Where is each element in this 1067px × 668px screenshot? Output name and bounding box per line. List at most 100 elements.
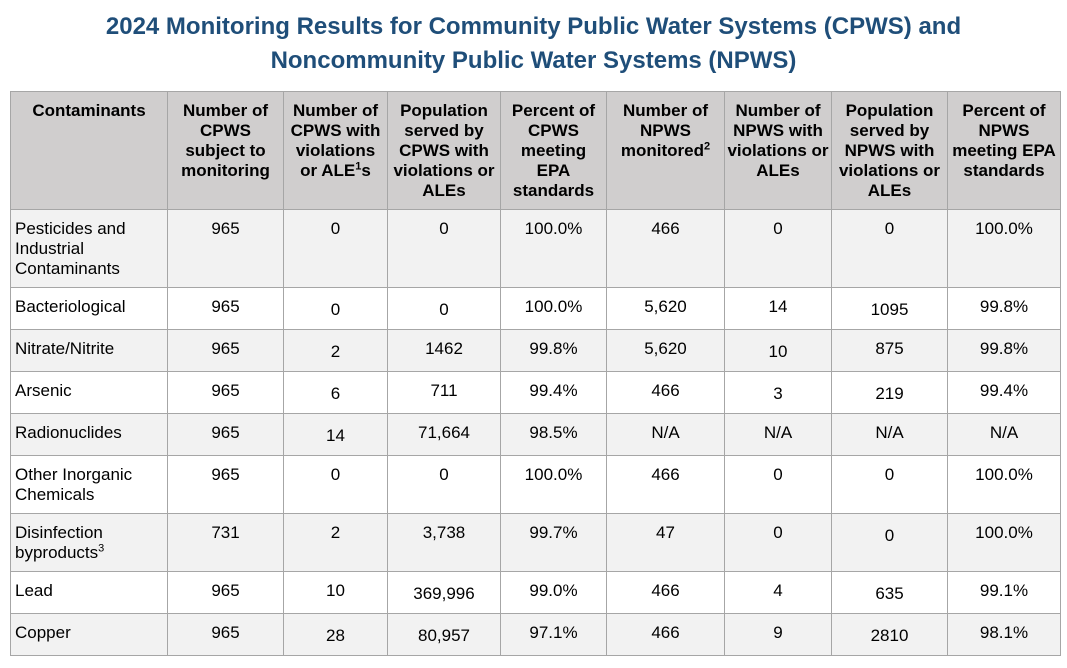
cell-c5: 5,620 bbox=[606, 329, 725, 372]
contaminant-name: Arsenic bbox=[10, 371, 168, 414]
cell-c8: 100.0% bbox=[947, 513, 1061, 572]
cell-c5: 466 bbox=[606, 613, 725, 656]
cell-c8: 99.4% bbox=[947, 371, 1061, 414]
cell-c2: 0 bbox=[283, 287, 388, 330]
cell-c6: 3 bbox=[724, 371, 832, 414]
cell-c7: 1095 bbox=[831, 287, 948, 330]
footnote-1-marker: 1 bbox=[355, 160, 362, 173]
header-cpws-violations: Number of CPWS with violations or ALE1s bbox=[283, 91, 388, 210]
cell-c7: 0 bbox=[831, 455, 948, 514]
table-row: Copper 965 28 80,957 97.1% 466 9 2810 98.1% bbox=[10, 613, 1061, 656]
table-row: Bacteriological 965 0 0 100.0% 5,620 14 1095 99.… bbox=[10, 287, 1061, 330]
cell-c1: 965 bbox=[167, 371, 284, 414]
cell-c7: 635 bbox=[831, 571, 948, 614]
header-cpws-percent: Percent of CPWS meeting EPA standards bbox=[500, 91, 607, 210]
cell-c7: 219 bbox=[831, 371, 948, 414]
cell-c4: 99.4% bbox=[500, 371, 607, 414]
cell-c3: 71,664 bbox=[387, 413, 501, 456]
cell-c3: 0 bbox=[387, 209, 501, 288]
cell-c1: 965 bbox=[167, 413, 284, 456]
cell-c4: 98.5% bbox=[500, 413, 607, 456]
header-npws-population: Population served by NPWS with violation… bbox=[831, 91, 948, 210]
header-npws-monitored: Number of NPWS monitored2 bbox=[606, 91, 725, 210]
cell-c2: 10 bbox=[283, 571, 388, 614]
contaminant-name: Bacteriological bbox=[10, 287, 168, 330]
cell-c2: 2 bbox=[283, 513, 388, 572]
cell-c6: 0 bbox=[724, 209, 832, 288]
cell-c1: 965 bbox=[167, 613, 284, 656]
cell-c8: 99.1% bbox=[947, 571, 1061, 614]
cell-c1: 731 bbox=[167, 513, 284, 572]
cell-c4: 97.1% bbox=[500, 613, 607, 656]
header-npws-percent: Percent of NPWS meeting EPA standards bbox=[947, 91, 1061, 210]
cell-c8: 99.8% bbox=[947, 287, 1061, 330]
monitoring-results-table: Contaminants Number of CPWS subject to m… bbox=[10, 91, 1061, 656]
cell-c3: 0 bbox=[387, 455, 501, 514]
contaminant-name: Other Inorganic Chemicals bbox=[10, 455, 168, 514]
cell-c1: 965 bbox=[167, 287, 284, 330]
contaminant-name: Disinfection byproducts3 bbox=[10, 513, 168, 572]
cell-c6: 0 bbox=[724, 513, 832, 572]
cell-c3: 80,957 bbox=[387, 613, 501, 656]
cell-c8: 100.0% bbox=[947, 209, 1061, 288]
cell-c7: 0 bbox=[831, 513, 948, 572]
header-contaminants: Contaminants bbox=[10, 91, 168, 210]
cell-c6: N/A bbox=[724, 413, 832, 456]
table-row: Disinfection byproducts3 731 2 3,738 99.7% 47… bbox=[10, 513, 1061, 572]
contaminant-name: Pesticides and Industrial Contaminants bbox=[10, 209, 168, 288]
cell-c6: 10 bbox=[724, 329, 832, 372]
cell-c7: 875 bbox=[831, 329, 948, 372]
cell-c3: 711 bbox=[387, 371, 501, 414]
contaminant-name: Copper bbox=[10, 613, 168, 656]
cell-c2: 6 bbox=[283, 371, 388, 414]
contaminant-name: Lead bbox=[10, 571, 168, 614]
cell-c2: 14 bbox=[283, 413, 388, 456]
cell-c5: N/A bbox=[606, 413, 725, 456]
cell-c8: N/A bbox=[947, 413, 1061, 456]
header-cpws-subject: Number of CPWS subject to monitoring bbox=[167, 91, 284, 210]
cell-c2: 2 bbox=[283, 329, 388, 372]
cell-c6: 0 bbox=[724, 455, 832, 514]
cell-c5: 466 bbox=[606, 209, 725, 288]
table-row: Lead 965 10 369,996 99.0% 466 4 635 99.1% bbox=[10, 571, 1061, 614]
cell-c6: 14 bbox=[724, 287, 832, 330]
cell-c2: 0 bbox=[283, 455, 388, 514]
cell-c7: N/A bbox=[831, 413, 948, 456]
cell-c6: 9 bbox=[724, 613, 832, 656]
header-npws-violations: Number of NPWS with violations or ALEs bbox=[724, 91, 832, 210]
cell-c4: 99.0% bbox=[500, 571, 607, 614]
cell-c4: 100.0% bbox=[500, 209, 607, 288]
cell-c1: 965 bbox=[167, 455, 284, 514]
cell-c5: 466 bbox=[606, 371, 725, 414]
cell-c7: 2810 bbox=[831, 613, 948, 656]
cell-c8: 99.8% bbox=[947, 329, 1061, 372]
cell-c6: 4 bbox=[724, 571, 832, 614]
footnote-2-marker: 2 bbox=[703, 140, 711, 153]
cell-c2: 28 bbox=[283, 613, 388, 656]
cell-c8: 98.1% bbox=[947, 613, 1061, 656]
table-row: Radionuclides 965 14 71,664 98.5% N/A N/A N/A N/… bbox=[10, 413, 1061, 456]
cell-c7: 0 bbox=[831, 209, 948, 288]
cell-c3: 369,996 bbox=[387, 571, 501, 614]
cell-c4: 99.8% bbox=[500, 329, 607, 372]
table-row: Nitrate/Nitrite 965 2 1462 99.8% 5,620 10 875 99… bbox=[10, 329, 1061, 372]
header-row: Contaminants Number of CPWS subject to m… bbox=[10, 91, 1061, 210]
footnote-3-marker: 3 bbox=[98, 542, 105, 555]
contaminant-name: Nitrate/Nitrite bbox=[10, 329, 168, 372]
cell-c2: 0 bbox=[283, 209, 388, 288]
title-line-1: 2024 Monitoring Results for Community Pu… bbox=[105, 13, 962, 40]
contaminant-name: Radionuclides bbox=[10, 413, 168, 456]
cell-c3: 0 bbox=[387, 287, 501, 330]
cell-c1: 965 bbox=[167, 209, 284, 288]
table-row: Pesticides and Industrial Contaminants 96… bbox=[10, 209, 1061, 288]
cell-c4: 100.0% bbox=[500, 287, 607, 330]
page-title: 2024 Monitoring Results for Community Pu… bbox=[0, 10, 1067, 78]
cell-c4: 99.7% bbox=[500, 513, 607, 572]
table-row: Arsenic 965 6 711 99.4% 466 3 219 99.4% bbox=[10, 371, 1061, 414]
cell-c8: 100.0% bbox=[947, 455, 1061, 514]
header-cpws-population: Population served by CPWS with violation… bbox=[387, 91, 501, 210]
cell-c5: 5,620 bbox=[606, 287, 725, 330]
table-row: Other Inorganic Chemicals 965 0 0 100.0% 466 0… bbox=[10, 455, 1061, 514]
cell-c5: 466 bbox=[606, 571, 725, 614]
cell-c5: 47 bbox=[606, 513, 725, 572]
